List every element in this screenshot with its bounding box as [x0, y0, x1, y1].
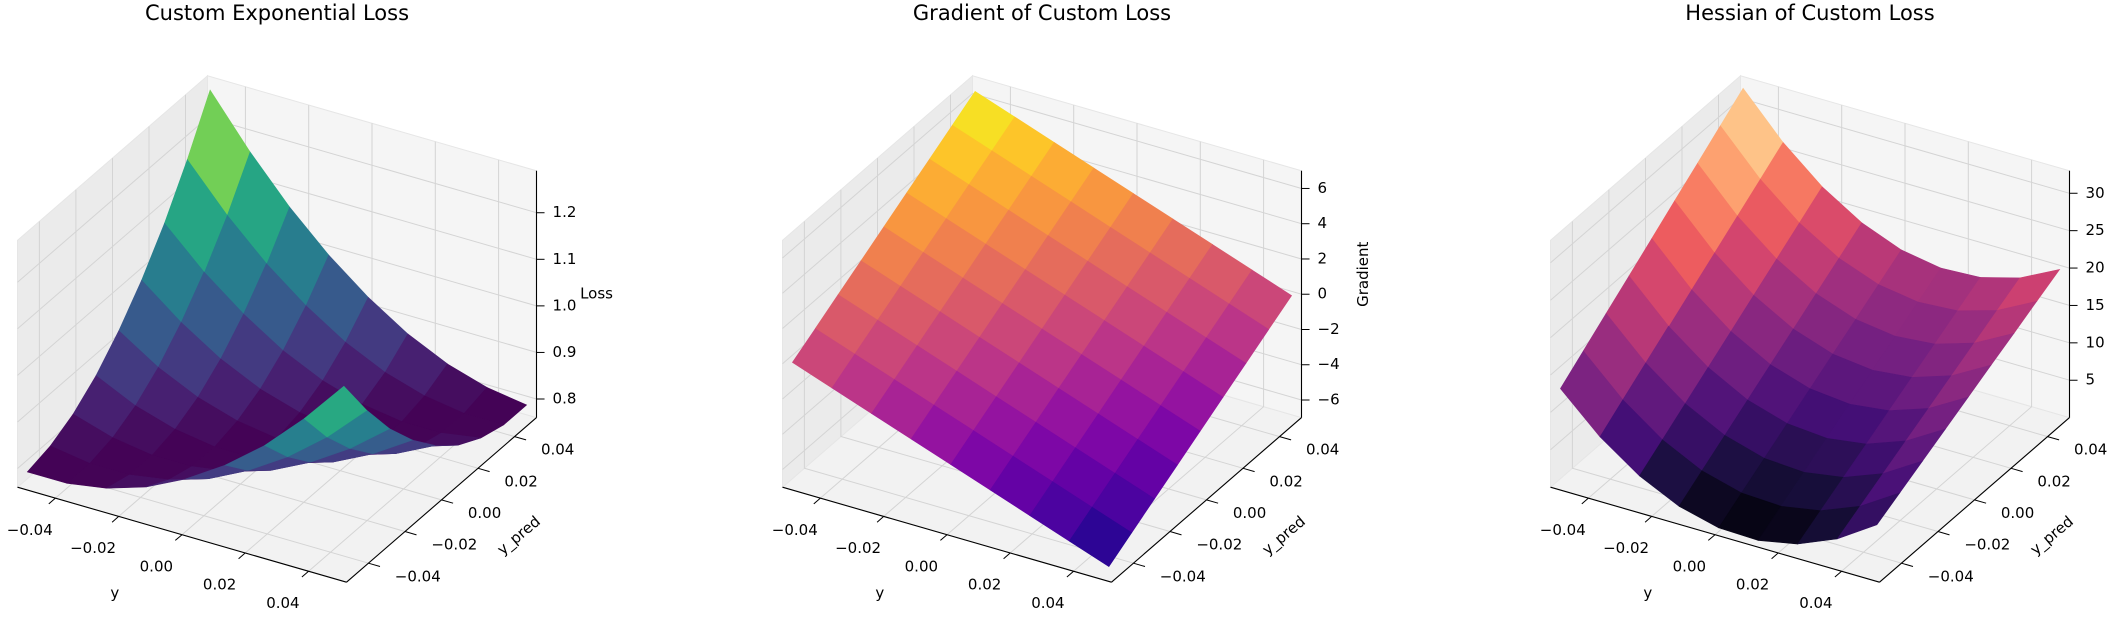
x-tick-label: 0.00	[1673, 557, 1706, 575]
y-tick-label: −0.04	[1160, 567, 1206, 585]
z-tick-label: 15	[2086, 296, 2105, 314]
y-tick	[1242, 467, 1255, 473]
x-tick	[940, 534, 948, 541]
y-tick-label: 0.00	[2001, 504, 2034, 522]
surface-face	[303, 385, 368, 438]
y-tick	[2047, 436, 2060, 441]
y-tick	[2010, 467, 2023, 473]
x-axis-label: y	[1643, 584, 1652, 602]
x-tick	[238, 552, 246, 560]
y-tick-label: −0.02	[431, 536, 477, 554]
y-tick-label: 0.04	[2074, 441, 2107, 459]
x-tick	[1581, 497, 1589, 505]
x-tick-label: 0.00	[905, 557, 938, 575]
z-tick-label: 5	[2086, 371, 2096, 389]
z-tick-label: −6	[1318, 391, 1340, 409]
z-tick-label: 1.1	[553, 250, 577, 268]
chart-title: Hessian of Custom Loss	[1685, 1, 1934, 25]
y-tick	[1974, 499, 1987, 504]
surface-face	[1068, 506, 1133, 568]
z-axis-label: Loss	[580, 285, 613, 303]
y-tick-label: 0.02	[504, 472, 537, 490]
x-tick	[1003, 552, 1011, 560]
y-tick-label: −0.02	[1196, 536, 1242, 554]
x-tick-label: −0.02	[1603, 539, 1649, 557]
z-tick-label: 2	[1318, 249, 1328, 267]
y-tick-label: 0.00	[1233, 504, 1266, 522]
y-tick	[514, 436, 527, 441]
x-tick	[301, 570, 309, 578]
x-tick-label: −0.02	[835, 539, 881, 557]
z-axis-label: Gradient	[1354, 241, 1372, 306]
grid-line	[1841, 159, 2033, 572]
y-tick	[1133, 562, 1146, 567]
z-tick-label: −2	[1318, 320, 1340, 338]
y-tick	[1937, 531, 1950, 536]
x-tick-label: 0.02	[203, 576, 236, 594]
z-tick-label: 10	[2086, 333, 2105, 351]
y-tick	[477, 467, 490, 473]
x-tick-label: −0.04	[7, 521, 53, 539]
y-tick-label: 0.02	[1269, 472, 1302, 490]
y-tick	[404, 531, 417, 536]
y-tick-label: 0.02	[2037, 472, 2070, 490]
x-tick	[813, 497, 821, 505]
y-tick-label: −0.02	[1964, 536, 2010, 554]
x-tick	[1707, 534, 1716, 541]
x-tick	[1771, 552, 1779, 560]
x-tick	[111, 516, 120, 523]
grid-line	[803, 221, 1134, 564]
z-tick-label: 6	[1318, 179, 1328, 197]
x-tick-label: 0.00	[140, 557, 173, 575]
z-tick-label: −4	[1318, 355, 1340, 373]
x-tick-label: 0.02	[1736, 576, 1769, 594]
z-tick-label: 0	[1318, 285, 1328, 303]
y-tick-label: 0.04	[1306, 441, 1339, 459]
y-tick-label: 0.00	[468, 504, 501, 522]
z-tick-label: 0.9	[553, 343, 577, 361]
x-tick	[48, 497, 56, 505]
y-tick	[1279, 436, 1292, 441]
surface-face	[1836, 492, 1901, 540]
y-tick-label: −0.04	[395, 567, 441, 585]
x-tick-label: −0.04	[1540, 521, 1586, 539]
x-tick-label: 0.04	[266, 594, 299, 612]
chart-title: Custom Exponential Loss	[145, 1, 409, 25]
z-tick-label: 0.8	[553, 390, 577, 408]
panel: Hessian of Custom Loss−0.04−0.020.000.02…	[1540, 1, 2108, 612]
z-tick-label: 25	[2086, 221, 2105, 239]
z-tick-label: 20	[2086, 259, 2105, 277]
y-tick-label: 0.04	[541, 441, 574, 459]
x-tick-label: 0.02	[968, 576, 1001, 594]
y-tick-label: −0.04	[1928, 567, 1974, 585]
y-tick	[1169, 531, 1182, 536]
z-tick-label: 30	[2086, 184, 2105, 202]
z-tick-label: 4	[1318, 214, 1328, 232]
panel: Gradient of Custom Loss−0.04−0.020.000.0…	[772, 1, 1372, 612]
chart-title: Gradient of Custom Loss	[913, 1, 1171, 25]
y-tick	[1206, 499, 1219, 504]
grid-line	[782, 92, 1302, 259]
panel: Custom Exponential Loss−0.04−0.020.000.0…	[7, 1, 613, 612]
x-axis-label: y	[875, 584, 884, 602]
y-tick	[368, 562, 381, 567]
x-axis-label: y	[110, 584, 119, 602]
x-tick	[1644, 516, 1653, 523]
y-tick	[441, 499, 454, 504]
x-tick	[876, 516, 885, 523]
x-tick	[174, 534, 183, 541]
x-tick-label: −0.04	[772, 521, 818, 539]
x-tick	[1066, 570, 1074, 578]
z-tick-label: 1.0	[553, 296, 577, 314]
x-tick	[1834, 570, 1842, 578]
x-tick-label: 0.04	[1799, 594, 1832, 612]
y-tick	[1901, 562, 1914, 567]
z-tick-label: 1.2	[553, 203, 577, 221]
x-tick-label: 0.04	[1031, 594, 1064, 612]
x-tick-label: −0.02	[70, 539, 116, 557]
